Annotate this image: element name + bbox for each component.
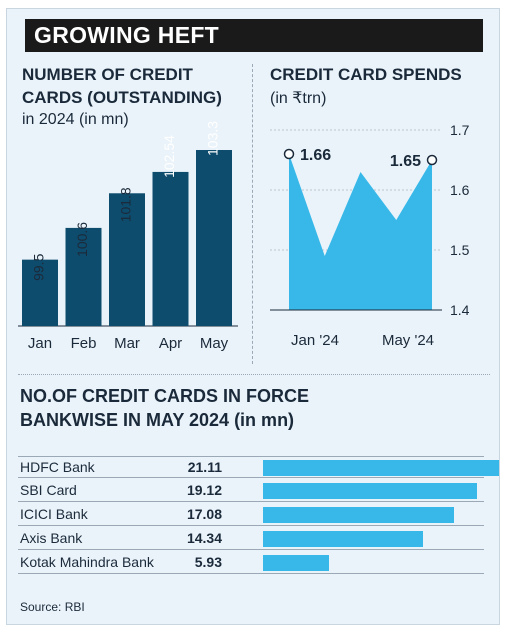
bar-rect — [22, 259, 58, 326]
bank-row: ICICI Bank 17.08 — [18, 504, 484, 526]
outstanding-cards-bar-chart: 99.5 Jan 100.6 Feb 101.8 Mar 102.54 Apr 103.3 May — [18, 121, 238, 352]
bar-feb: 100.6 — [65, 222, 102, 326]
bottom-chart-title-line2: BANKWISE IN MAY 2024 (in mn) — [20, 410, 295, 430]
bank-bar — [263, 555, 330, 571]
bank-value: 21.11 — [187, 459, 222, 475]
point-marker — [283, 148, 295, 160]
y-tick-label: 1.7 — [450, 122, 470, 138]
bar-rect — [65, 227, 102, 326]
point-annotation: 1.65 — [390, 153, 421, 170]
left-chart-title-line1: NUMBER OF CREDIT — [22, 65, 193, 84]
point-annotation: 1.66 — [300, 147, 331, 164]
bar-value-label: 100.6 — [74, 222, 90, 257]
x-tick-label: Feb — [71, 335, 97, 352]
x-tick-label: Mar — [114, 335, 140, 352]
left-chart-title-line2: CARDS (OUTSTANDING) — [22, 88, 222, 107]
bank-row: Axis Bank 14.34 — [18, 528, 484, 550]
bar-rect — [196, 150, 232, 326]
bank-name: HDFC Bank — [20, 459, 95, 475]
left-chart-subtitle: in 2024 (in mn) — [22, 111, 129, 128]
x-tick-label: Jan '24 — [291, 332, 339, 349]
bank-row: SBI Card 19.12 — [18, 480, 484, 502]
bar-value-label: 101.8 — [118, 187, 134, 222]
bar-may: 103.3 — [196, 121, 232, 326]
page-title: GROWING HEFT — [25, 19, 483, 52]
point-marker — [426, 154, 438, 166]
source-note: Source: RBI — [20, 600, 85, 614]
bank-bar — [263, 483, 477, 499]
panel-divider-vertical — [252, 64, 253, 364]
bank-name: Kotak Mahindra Bank — [20, 554, 154, 570]
bank-value: 19.12 — [186, 482, 222, 498]
bank-bar — [263, 460, 499, 476]
right-chart-title: CREDIT CARD SPENDS — [270, 65, 462, 84]
bar-value-label: 99.5 — [31, 253, 47, 280]
bank-name: Axis Bank — [20, 530, 83, 546]
x-tick-label: May '24 — [382, 332, 434, 349]
bank-name: SBI Card — [20, 482, 77, 498]
y-tick-label: 1.4 — [450, 302, 470, 318]
x-tick-label: Apr — [159, 335, 182, 352]
bank-bar — [263, 531, 424, 547]
right-chart-subtitle: (in ₹trn) — [270, 90, 327, 107]
bar-apr: 102.54 — [152, 135, 189, 326]
bank-value: 5.93 — [194, 554, 222, 570]
spends-area — [289, 154, 432, 310]
bar-jan: 99.5 — [22, 253, 58, 326]
panel-divider-horizontal — [18, 374, 490, 375]
bar-rect — [109, 193, 145, 326]
bank-bar — [263, 507, 454, 523]
bank-row: Kotak Mahindra Bank 5.93 — [18, 552, 484, 574]
bar-rect — [152, 171, 189, 326]
bar-mar: 101.8 — [109, 187, 145, 326]
card-spends-area-chart: 1.4 1.5 1.6 1.7 1.66 1.65 Jan '24 May '24 — [270, 122, 470, 349]
bar-value-label: 103.3 — [205, 121, 221, 156]
x-tick-label: Jan — [28, 335, 52, 352]
bank-row: HDFC Bank 21.11 — [18, 456, 499, 478]
bank-value: 14.34 — [186, 530, 222, 546]
bank-name: ICICI Bank — [20, 506, 88, 522]
bank-value: 17.08 — [186, 506, 222, 522]
bottom-chart-title-line1: NO.OF CREDIT CARDS IN FORCE — [20, 386, 310, 406]
x-tick-label: May — [200, 335, 229, 352]
y-tick-label: 1.5 — [450, 242, 470, 258]
y-tick-label: 1.6 — [450, 182, 470, 198]
bar-value-label: 102.54 — [161, 135, 177, 178]
